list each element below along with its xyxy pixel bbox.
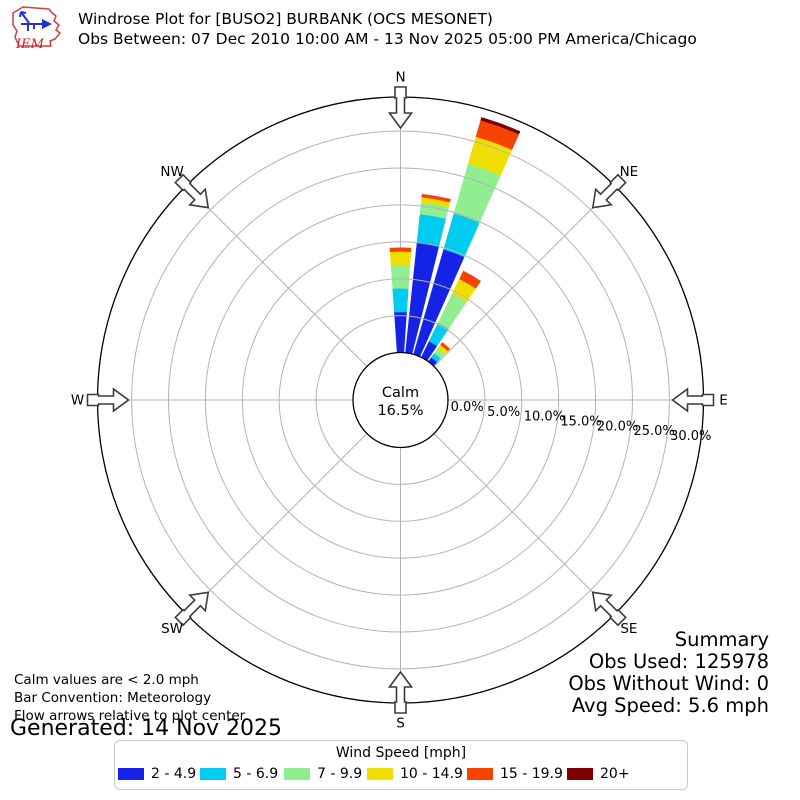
note-calm: Calm values are < 2.0 mph xyxy=(14,672,199,688)
page-title: Windrose Plot for [BUSO2] BURBANK (OCS M… xyxy=(78,10,493,28)
legend-label: 15 - 19.9 xyxy=(500,766,563,782)
flow-arrow xyxy=(86,387,130,413)
calm-circle xyxy=(352,351,449,449)
wind-vane-icon xyxy=(19,11,45,31)
grid-ring xyxy=(168,167,633,633)
wind-bar-segment xyxy=(421,193,451,203)
compass-label: NW xyxy=(160,164,183,180)
compass-label: S xyxy=(396,716,405,732)
summary-avg-speed: Avg Speed: 5.6 mph xyxy=(571,694,769,717)
calm-label: Calm xyxy=(382,385,419,401)
flow-arrow xyxy=(387,670,414,714)
grid-spoke xyxy=(185,185,368,367)
vane-arrowhead xyxy=(42,19,52,29)
legend-label: 7 - 9.9 xyxy=(317,766,363,782)
legend-item: 20+ xyxy=(567,766,630,782)
grid-spoke xyxy=(433,433,616,615)
legend-item: 5 - 6.9 xyxy=(200,766,278,782)
iem-logo: IEM xyxy=(12,6,61,52)
legend-swatch xyxy=(200,768,226,780)
plot-notes: Calm values are < 2.0 mph Bar Convention… xyxy=(14,671,248,725)
logo-text: IEM xyxy=(15,37,45,52)
wind-speed-legend: Wind Speed [mph] 2 - 4.9 5 - 6.9 7 - 9.9 10… xyxy=(114,740,688,790)
summary-obs-used: Obs Used: 125978 xyxy=(588,650,769,673)
compass-label: W xyxy=(71,393,84,409)
ring-tick-label: 20.0% xyxy=(597,419,638,434)
wind-bar-segment xyxy=(394,311,407,353)
compass-label: NE xyxy=(620,164,639,180)
legend-label: 2 - 4.9 xyxy=(151,766,197,782)
compass-label: N xyxy=(395,70,405,86)
wind-bar-segment xyxy=(389,247,412,253)
legend-swatch xyxy=(467,768,493,780)
legend-label: 5 - 6.9 xyxy=(233,766,279,782)
ring-tick-label: 25.0% xyxy=(633,424,674,439)
wind-bar-segment xyxy=(440,342,451,352)
ring-tick-label: 5.0% xyxy=(487,405,520,420)
summary-title: Summary xyxy=(674,628,769,651)
compass-label: SE xyxy=(620,621,637,637)
legend-swatch xyxy=(118,768,144,780)
summary-block: Summary Obs Used: 125978 Obs Without Win… xyxy=(568,629,769,717)
grid-ring xyxy=(315,315,486,485)
ring-tick-label: 0.0% xyxy=(451,400,484,415)
wind-bar-segment xyxy=(392,288,409,313)
compass-label: E xyxy=(719,393,728,409)
flow-arrow xyxy=(387,86,414,130)
grid-ring xyxy=(278,278,523,522)
legend-swatch xyxy=(367,768,393,780)
note-arrows: Flow arrows relative to plot center. xyxy=(14,708,249,724)
ring-tick-label: 30.0% xyxy=(670,429,711,444)
legend-item: 7 - 9.9 xyxy=(284,766,362,782)
calm-percent: 16.5% xyxy=(377,403,423,419)
legend-swatch xyxy=(284,768,310,780)
grid-spoke xyxy=(433,185,616,367)
wind-bar-segment xyxy=(416,213,447,247)
wind-bar-segment xyxy=(389,251,412,267)
summary-obs-without-wind: Obs Without Wind: 0 xyxy=(568,672,769,695)
legend-label: 20+ xyxy=(600,766,630,782)
legend-label: 10 - 14.9 xyxy=(400,766,463,782)
grid-spoke xyxy=(185,433,368,615)
grid-ring xyxy=(204,204,597,596)
legend-item: 2 - 4.9 xyxy=(118,766,196,782)
flow-arrow xyxy=(591,173,627,209)
wind-bar-segment xyxy=(390,265,411,289)
grid-ring xyxy=(131,130,670,670)
wind-bar-segment xyxy=(459,270,482,289)
ring-tick-label: 15.0% xyxy=(560,415,601,430)
legend-item: 10 - 14.9 xyxy=(367,766,463,782)
flow-arrow xyxy=(174,173,210,209)
note-convention: Bar Convention: Meteorology xyxy=(14,690,212,706)
compass-label: SW xyxy=(161,621,183,637)
generated-date: Generated: 14 Nov 2025 xyxy=(10,716,283,741)
ring-tick-label: 10.0% xyxy=(524,410,565,425)
wind-bar-segment xyxy=(480,117,521,135)
page-subtitle: Obs Between: 07 Dec 2010 10:00 AM - 13 N… xyxy=(78,30,697,48)
flow-arrow xyxy=(671,387,715,413)
grid-ring xyxy=(241,241,560,559)
legend-item: 15 - 19.9 xyxy=(467,766,563,782)
flow-arrow xyxy=(174,591,210,627)
legend-title: Wind Speed [mph] xyxy=(335,745,467,761)
legend-swatch xyxy=(567,768,593,780)
flow-arrow xyxy=(591,591,627,627)
